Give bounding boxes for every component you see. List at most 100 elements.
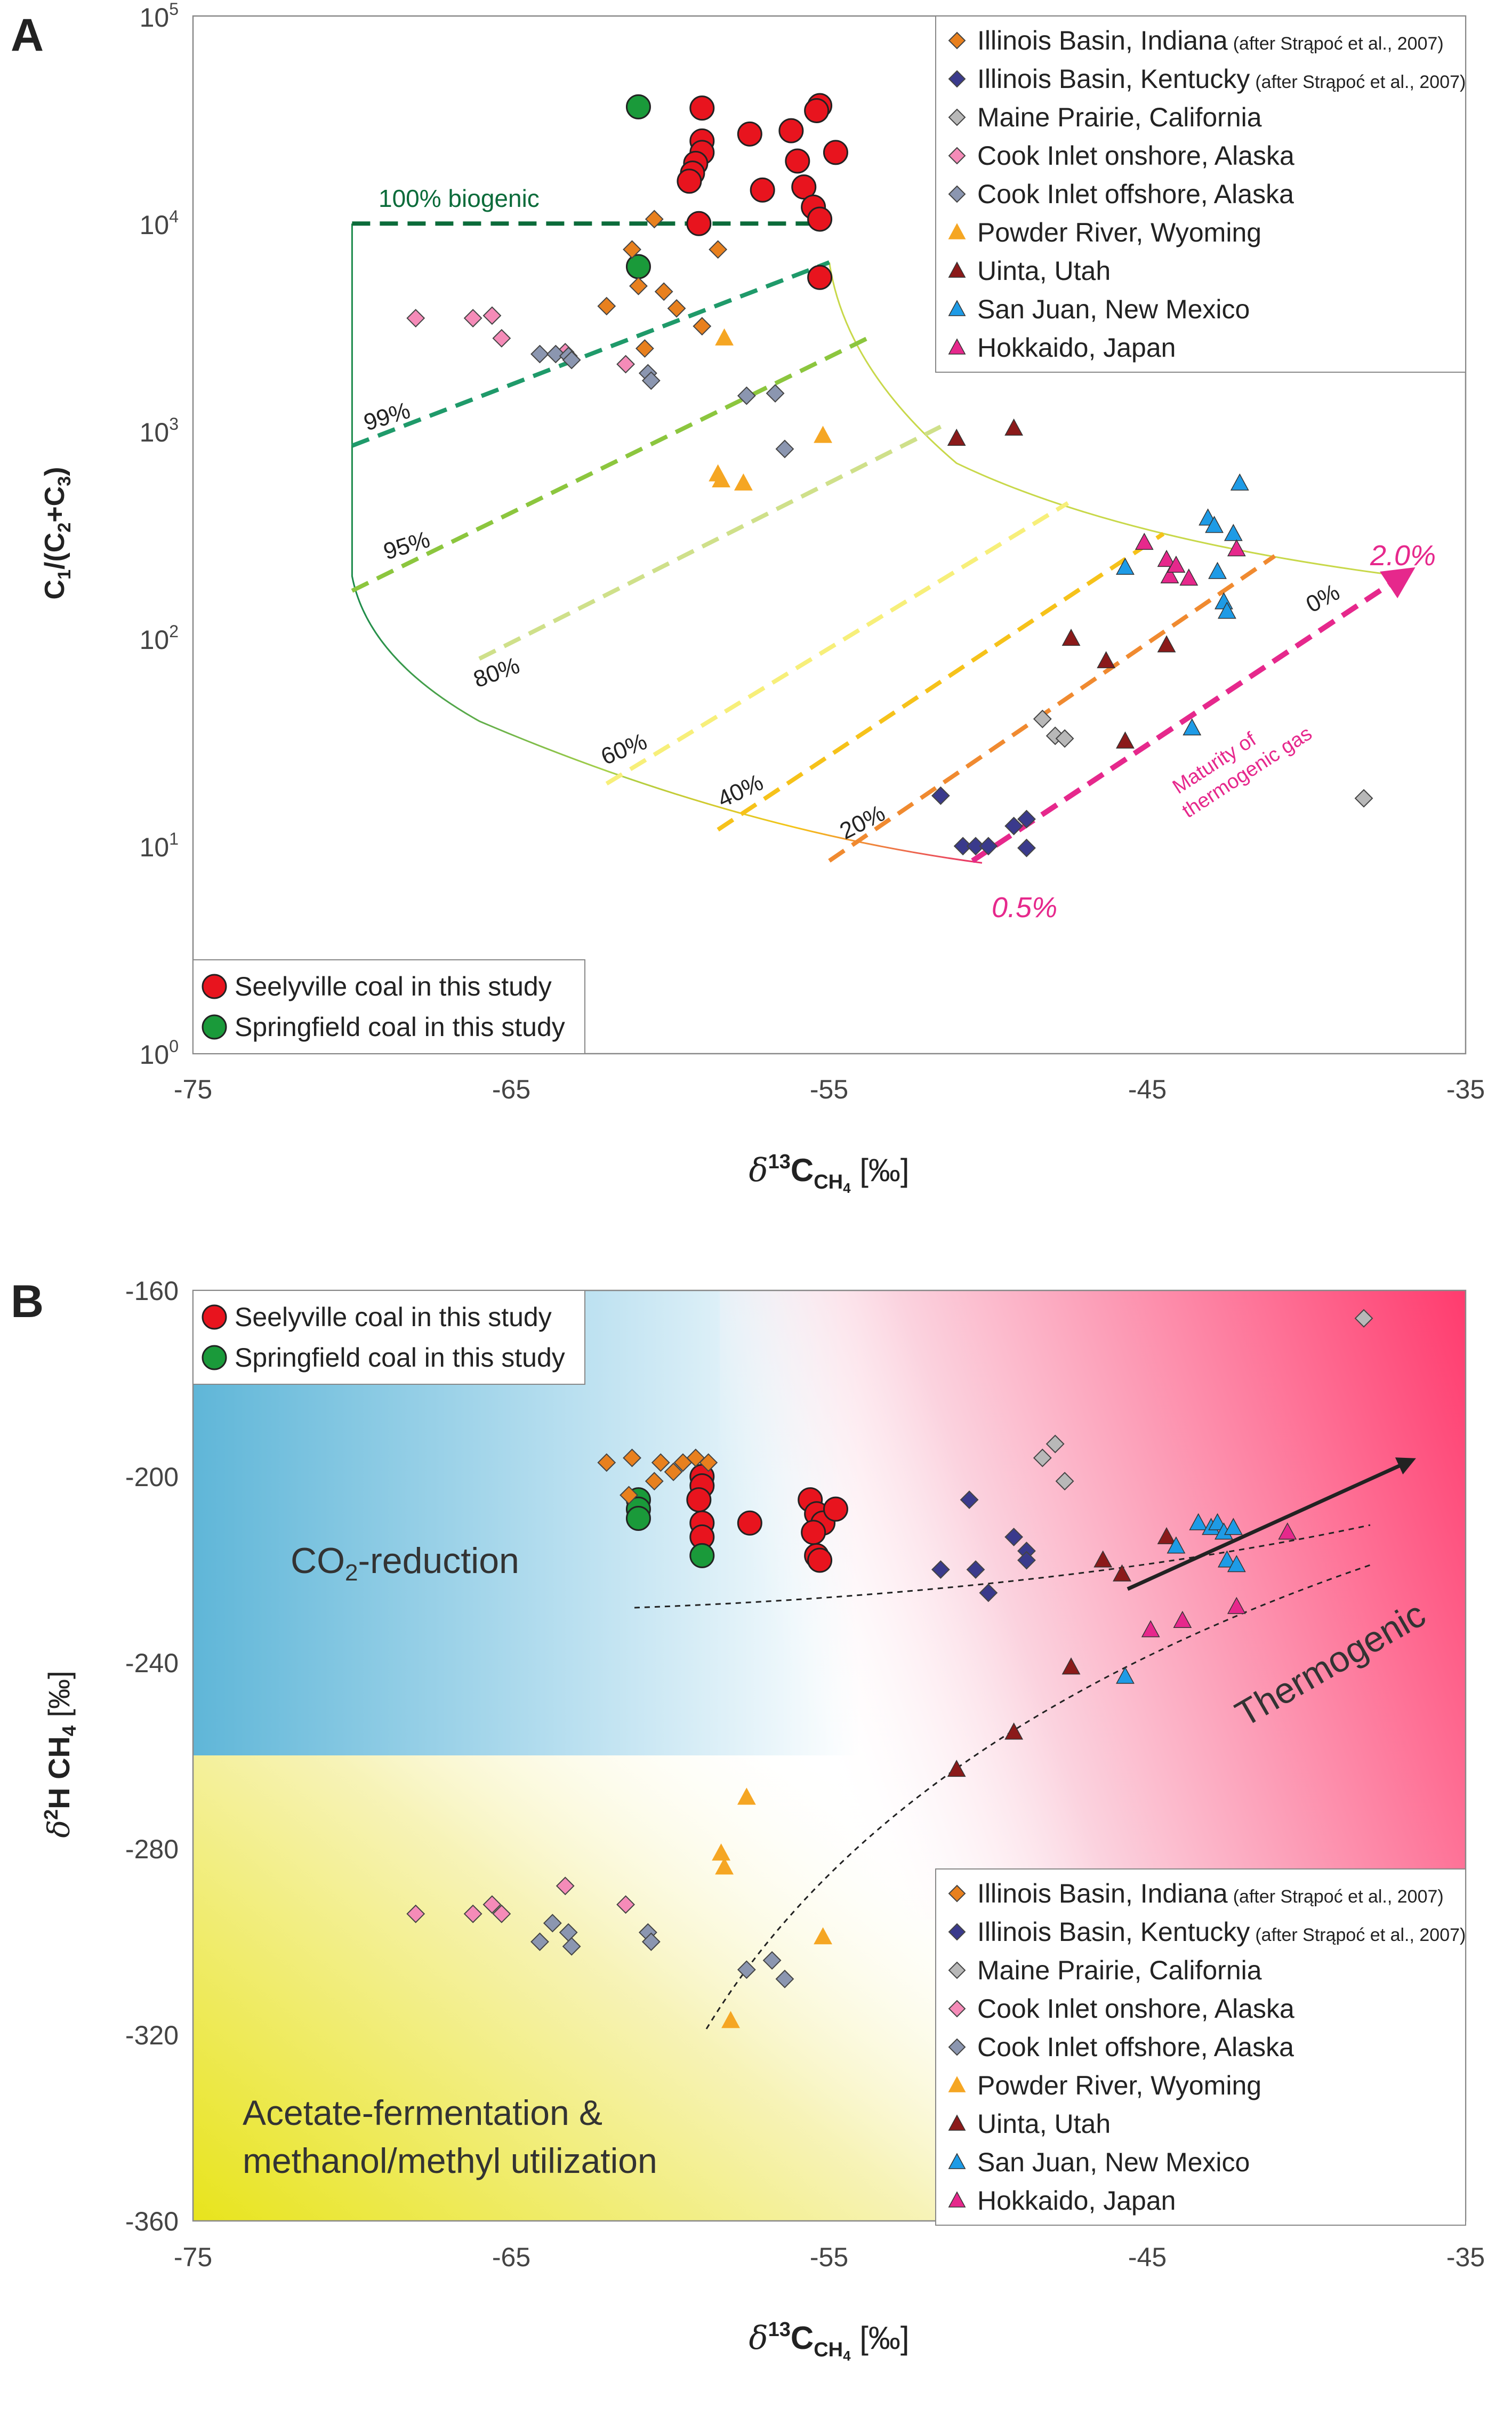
point-illinois-basin-kentucky (931, 1560, 950, 1579)
legend-entry-illinois-basin-kentucky: Illinois Basin, Kentucky (after Strąpoć e… (977, 64, 1466, 94)
point-san-juan-new-mexico (1116, 1666, 1135, 1684)
trend-curve-upper (634, 1524, 1371, 1609)
panel-a-data-points (406, 93, 1373, 857)
mixing-line-60 (605, 501, 1069, 786)
x-tick: -75 (174, 2242, 212, 2272)
point-san-juan-new-mexico (1208, 561, 1227, 579)
point-seelyville-coal-in-this-study (689, 95, 715, 121)
point-illinois-basin-kentucky (1004, 816, 1024, 836)
point-seelyville-coal-in-this-study (785, 148, 810, 174)
point-illinois-basin-indiana (635, 339, 654, 358)
y-tick-1e5: 105 (140, 0, 179, 33)
legend-entry-hokkaido-japan: Hokkaido, Japan (977, 2186, 1176, 2216)
point-springfield-coal-in-this-study (625, 94, 651, 119)
point-seelyville-coal-in-this-study (737, 1510, 762, 1536)
point-cook-inlet-onshore-alaska (463, 1904, 482, 1923)
legend-box (192, 1290, 585, 1385)
point-maine-prairie-california (1055, 1472, 1074, 1491)
legend-entry-hokkaido-japan: Hokkaido, Japan (977, 333, 1176, 363)
point-hokkaido-japan (1227, 1596, 1246, 1614)
point-illinois-basin-indiana (620, 1486, 638, 1505)
panel-a-y-ticks: 100 101 102 103 104 105 (140, 0, 179, 1070)
x-tick: -75 (174, 1074, 212, 1104)
mixing-line-80 (478, 424, 942, 661)
point-maine-prairie-california (1033, 709, 1052, 728)
legend-entry-springfield-coal-in-this-study: Springfield coal in this study (235, 1343, 565, 1373)
point-illinois-basin-indiana (623, 1448, 641, 1467)
point-cook-inlet-offshore-alaska (641, 1932, 661, 1951)
legend-entry-powder-river-wyoming: Powder River, Wyoming (977, 2071, 1261, 2100)
panel-b-data-points (406, 1309, 1373, 2028)
point-cook-inlet-offshore-alaska (762, 1951, 782, 1970)
point-illinois-basin-indiana (645, 1472, 664, 1491)
point-san-juan-new-mexico (1224, 524, 1243, 541)
legend-marker-cook-inlet-offshore-alaska (948, 2038, 966, 2056)
legend-entry-illinois-basin-indiana: Illinois Basin, Indiana (after Strąpoć et… (977, 26, 1444, 55)
point-cook-inlet-offshore-alaska (775, 1969, 794, 1988)
point-illinois-basin-kentucky (979, 837, 998, 856)
point-cook-inlet-onshore-alaska (406, 309, 425, 328)
y-tick: -360 (125, 2207, 179, 2236)
point-illinois-basin-indiana (597, 1453, 616, 1472)
point-cook-inlet-offshore-alaska (530, 344, 549, 364)
y-tick-1e2: 102 (140, 622, 179, 655)
point-san-juan-new-mexico (1116, 557, 1135, 575)
panel-b-x-ticks: -75 -65 -55 -45 -35 (174, 2242, 1485, 2272)
legend-marker-san-juan-new-mexico (948, 300, 966, 316)
legend-entry-san-juan-new-mexico: San Juan, New Mexico (977, 294, 1250, 324)
y-tick-1e1: 101 (140, 829, 179, 862)
point-cook-inlet-onshore-alaska (616, 355, 635, 374)
point-uinta-utah (1157, 1527, 1176, 1544)
y-tick-1e3: 103 (140, 414, 179, 447)
point-san-juan-new-mexico (1224, 1518, 1243, 1535)
legend-entry-cook-inlet-onshore-alaska: Cook Inlet onshore, Alaska (977, 1994, 1294, 2024)
legend-entry-seelyville-coal-in-this-study: Seelyville coal in this study (235, 1302, 552, 1332)
y-tick: -280 (125, 1834, 179, 1864)
point-cook-inlet-offshore-alaska (641, 371, 661, 390)
legend-marker-illinois-basin-indiana (948, 1884, 966, 1903)
point-illinois-basin-indiana (667, 299, 686, 318)
legend-marker-springfield-coal-in-this-study (202, 1345, 227, 1370)
point-illinois-basin-indiana (693, 317, 712, 336)
legend-marker-uinta-utah (948, 261, 966, 278)
point-illinois-basin-kentucky (953, 837, 972, 856)
acetate-label-line1: Acetate-fermentation & (243, 2093, 602, 2132)
point-powder-river-wyoming (715, 328, 734, 346)
point-powder-river-wyoming (734, 473, 753, 491)
point-seelyville-coal-in-this-study (823, 1496, 848, 1522)
legend-entry-seelyville-coal-in-this-study: Seelyville coal in this study (235, 972, 552, 1001)
point-san-juan-new-mexico (1218, 601, 1236, 619)
legend-marker-cook-inlet-offshore-alaska (948, 185, 966, 203)
point-cook-inlet-offshore-alaska (775, 439, 794, 459)
legend-entry-uinta-utah: Uinta, Utah (977, 2109, 1111, 2139)
point-seelyville-coal-in-this-study (686, 1487, 712, 1513)
point-seelyville-coal-in-this-study (804, 98, 830, 123)
panel-a-legend-sources: Illinois Basin, Indiana (after Strąpoć et… (935, 15, 1466, 373)
legend-marker-uinta-utah (948, 2114, 966, 2131)
point-cook-inlet-offshore-alaska (737, 1960, 756, 1979)
legend-marker-illinois-basin-kentucky (948, 70, 966, 88)
envelope-upper-curve (829, 262, 1402, 577)
point-san-juan-new-mexico (1167, 1536, 1186, 1554)
panel-a-label: A (11, 10, 44, 61)
point-uinta-utah (1113, 1564, 1131, 1582)
point-seelyville-coal-in-this-study (807, 1547, 833, 1573)
point-san-juan-new-mexico (1208, 1513, 1227, 1530)
y-tick: -160 (125, 1276, 179, 1306)
mixing-line-20 (828, 554, 1276, 863)
point-san-juan-new-mexico (1227, 1555, 1246, 1572)
legend-entry-cook-inlet-onshore-alaska: Cook Inlet onshore, Alaska (977, 141, 1294, 171)
y-tick-1e4: 104 (140, 207, 179, 240)
panel-b: B CO2-reduction Acetate-fermentation & m… (11, 1276, 1485, 2364)
point-powder-river-wyoming (814, 1927, 832, 1945)
legend-marker-hokkaido-japan (948, 2191, 966, 2208)
point-uinta-utah (1116, 731, 1135, 749)
point-cook-inlet-onshore-alaska (482, 306, 502, 325)
point-cook-inlet-offshore-alaska (546, 344, 565, 364)
point-seelyville-coal-in-this-study (737, 121, 762, 147)
point-powder-river-wyoming (814, 426, 832, 443)
legend-entry-maine-prairie-california: Maine Prairie, California (977, 1955, 1262, 1985)
point-cook-inlet-onshore-alaska (492, 1904, 511, 1923)
point-illinois-basin-indiana (699, 1453, 718, 1472)
